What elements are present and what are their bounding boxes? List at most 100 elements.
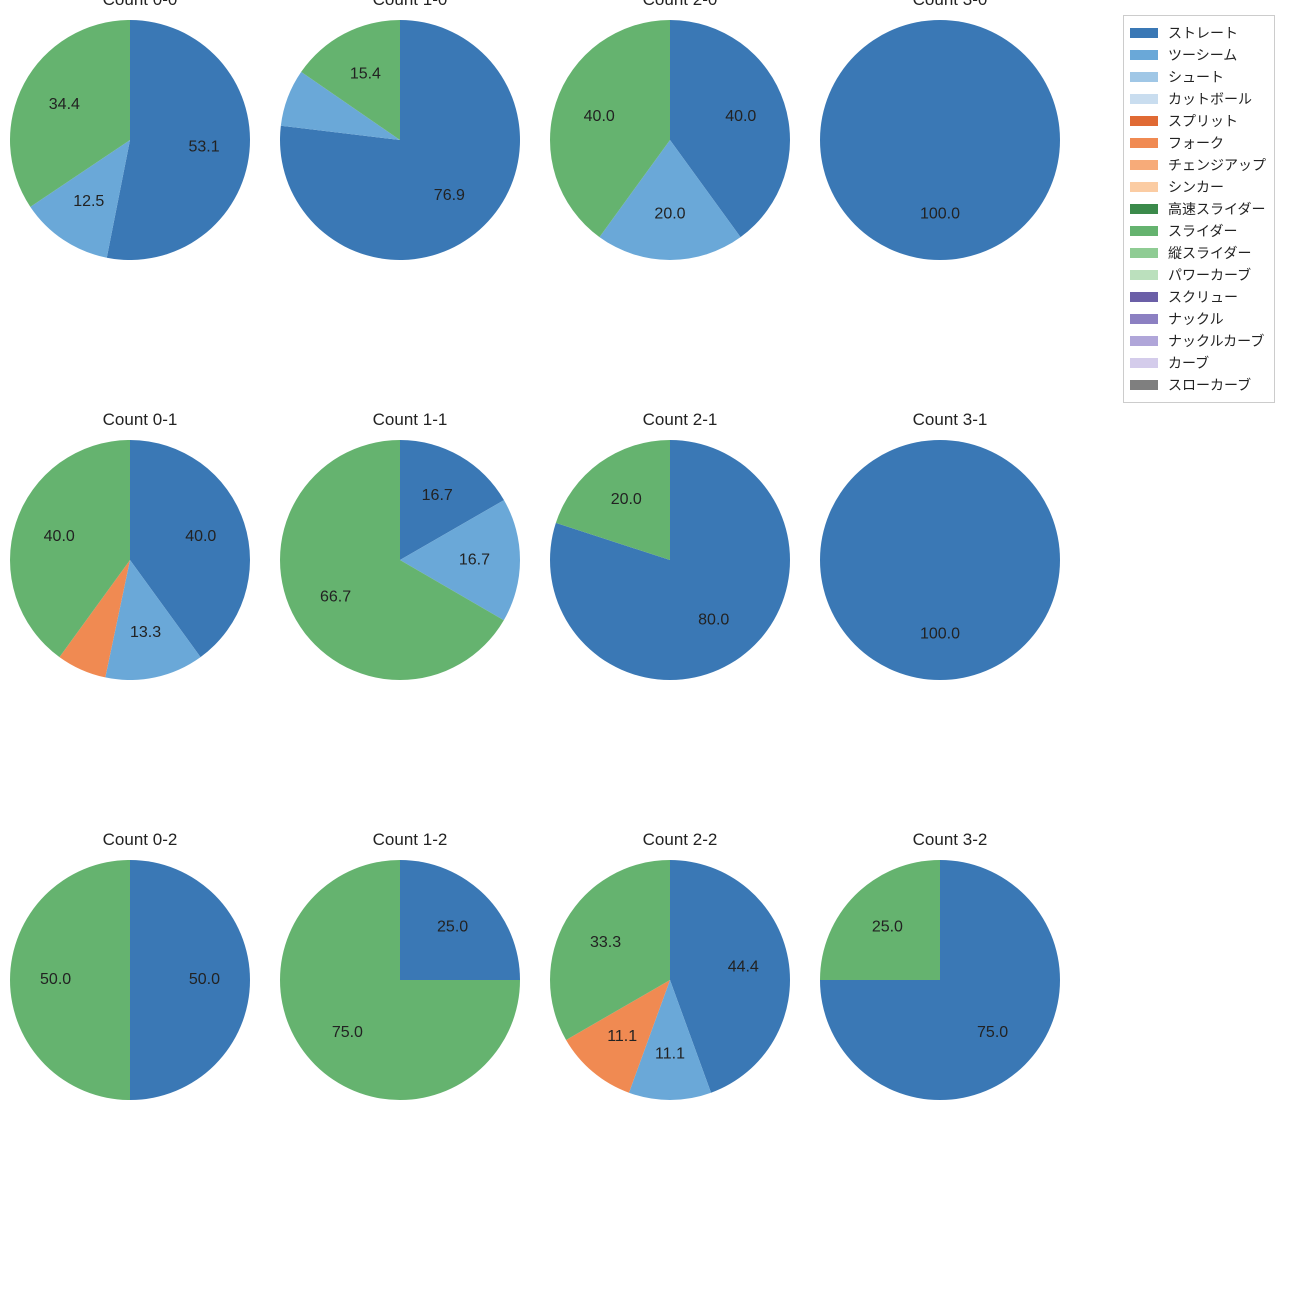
slice-label: 53.1 (188, 138, 219, 155)
legend-swatch (1130, 116, 1158, 126)
slice-label: 66.7 (320, 588, 351, 605)
pie-title: Count 2-2 (550, 830, 810, 850)
legend-label: 縦スライダー (1168, 243, 1251, 263)
legend-swatch (1130, 204, 1158, 214)
legend-swatch (1130, 50, 1158, 60)
pie-title: Count 1-1 (280, 410, 540, 430)
pie-panel: Count 1-116.716.766.7 (280, 440, 540, 680)
pie-title: Count 0-1 (10, 410, 270, 430)
legend-label: スローカーブ (1168, 375, 1251, 395)
slice-label: 25.0 (872, 919, 903, 936)
slice-label: 11.1 (655, 1046, 685, 1063)
slice-label: 40.0 (725, 108, 756, 125)
pie-chart: 25.0 75.0 (280, 860, 520, 1100)
slice-label: 16.7 (459, 551, 490, 568)
pie-chart: 50.0 50.0 (10, 860, 250, 1100)
slice-label: 76.9 (434, 187, 465, 204)
pie-chart: 40.020.040.0 (550, 20, 790, 260)
pie-chart: 100.0 (820, 20, 1060, 260)
pie-title: Count 0-0 (10, 0, 270, 10)
pie-title: Count 2-1 (550, 410, 810, 430)
pie-panel: Count 0-250.050.0 (10, 860, 270, 1100)
pie-chart: 75.025.0 (820, 860, 1060, 1100)
legend-swatch (1130, 380, 1158, 390)
pie-title: Count 3-2 (820, 830, 1080, 850)
slice-label: 40.0 (185, 528, 216, 545)
pie-panel: Count 1-225.075.0 (280, 860, 540, 1100)
legend-label: ツーシーム (1168, 45, 1237, 65)
legend: ストレートツーシームシュートカットボールスプリットフォークチェンジアップシンカー… (1123, 15, 1275, 403)
pie-chart: 80.0 20.0 (550, 440, 790, 680)
legend-item: ストレート (1130, 22, 1266, 44)
legend-item: カットボール (1130, 88, 1266, 110)
pie-title: Count 1-2 (280, 830, 540, 850)
legend-label: フォーク (1168, 133, 1224, 153)
legend-item: スクリュー (1130, 286, 1266, 308)
legend-label: スライダー (1168, 221, 1237, 241)
slice-label: 12.5 (73, 193, 104, 210)
legend-swatch (1130, 72, 1158, 82)
pie-title: Count 0-2 (10, 830, 270, 850)
pie-panel: Count 3-1100.0 (820, 440, 1080, 680)
pie-panel: Count 3-0100.0 (820, 20, 1080, 260)
slice-label: 100.0 (920, 206, 960, 223)
legend-swatch (1130, 160, 1158, 170)
legend-item: 高速スライダー (1130, 198, 1266, 220)
legend-item: 縦スライダー (1130, 242, 1266, 264)
pie-chart: 100.0 (820, 440, 1060, 680)
pie-title: Count 1-0 (280, 0, 540, 10)
slice-label: 20.0 (654, 206, 685, 223)
slice-label: 25.0 (437, 919, 468, 936)
pie-panel: Count 1-076.915.4 (280, 20, 540, 260)
legend-swatch (1130, 182, 1158, 192)
legend-label: シンカー (1168, 177, 1224, 197)
legend-item: ナックル (1130, 308, 1266, 330)
legend-swatch (1130, 270, 1158, 280)
legend-label: ナックル (1168, 309, 1224, 329)
slice-label: 44.4 (728, 958, 759, 975)
pie-panel: Count 2-040.020.040.0 (550, 20, 810, 260)
legend-item: チェンジアップ (1130, 154, 1266, 176)
legend-item: パワーカーブ (1130, 264, 1266, 286)
pie-slice (820, 20, 1060, 260)
pie-panel: Count 2-244.411.111.133.3 (550, 860, 810, 1100)
slice-label: 75.0 (332, 1024, 363, 1041)
pie-panel: Count 2-180.020.0 (550, 440, 810, 680)
legend-swatch (1130, 94, 1158, 104)
legend-label: パワーカーブ (1168, 265, 1251, 285)
slice-label: 13.3 (130, 624, 161, 641)
legend-label: カーブ (1168, 353, 1209, 373)
legend-item: カーブ (1130, 352, 1266, 374)
pie-panel: Count 0-140.013.340.0 (10, 440, 270, 680)
pie-title: Count 2-0 (550, 0, 810, 10)
pie-panel: Count 3-275.025.0 (820, 860, 1080, 1100)
legend-label: スクリュー (1168, 287, 1238, 307)
slice-label: 50.0 (40, 971, 71, 988)
legend-item: スローカーブ (1130, 374, 1266, 396)
slice-label: 50.0 (189, 971, 220, 988)
slice-label: 16.7 (422, 487, 453, 504)
legend-item: ツーシーム (1130, 44, 1266, 66)
chart-canvas: ストレートツーシームシュートカットボールスプリットフォークチェンジアップシンカー… (0, 0, 1300, 1300)
pie-panel: Count 0-053.112.534.4 (10, 20, 270, 260)
slice-label: 15.4 (350, 65, 381, 82)
pie-title: Count 3-0 (820, 0, 1080, 10)
legend-label: ナックルカーブ (1168, 331, 1264, 351)
legend-label: 高速スライダー (1168, 199, 1265, 219)
pie-chart: 53.112.534.4 (10, 20, 250, 260)
pie-chart: 76.9 15.4 (280, 20, 520, 260)
slice-label: 80.0 (698, 611, 729, 628)
slice-label: 11.1 (607, 1028, 637, 1045)
legend-item: スプリット (1130, 110, 1266, 132)
slice-label: 33.3 (590, 934, 621, 951)
slice-label: 100.0 (920, 626, 960, 643)
pie-chart: 44.4 11.1 11.1 33.3 (550, 860, 790, 1100)
legend-label: ストレート (1168, 23, 1238, 43)
legend-swatch (1130, 358, 1158, 368)
legend-item: シュート (1130, 66, 1266, 88)
legend-swatch (1130, 336, 1158, 346)
slice-label: 40.0 (44, 528, 75, 545)
legend-swatch (1130, 226, 1158, 236)
legend-label: チェンジアップ (1168, 155, 1266, 175)
slice-label: 20.0 (611, 491, 642, 508)
